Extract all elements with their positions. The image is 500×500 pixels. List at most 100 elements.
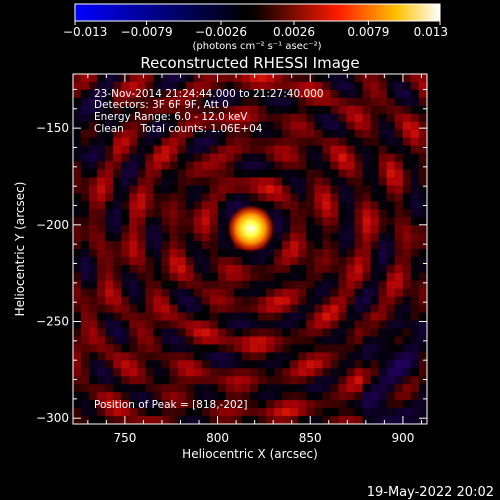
heatmap-cell xyxy=(169,416,179,424)
heatmap-cell xyxy=(402,121,412,131)
heatmap-cell xyxy=(113,129,122,139)
heatmap-cell xyxy=(137,249,147,258)
heatmap-cell xyxy=(378,344,388,354)
heatmap-cell xyxy=(314,376,324,385)
heatmap-cell xyxy=(193,177,203,186)
heatmap-cell xyxy=(89,97,98,107)
heatmap-cell xyxy=(402,105,412,115)
heatmap-cell xyxy=(89,169,98,179)
heatmap-cell xyxy=(418,296,427,306)
heatmap-cell xyxy=(169,249,179,258)
heatmap-cell xyxy=(161,408,171,417)
heatmap-cell xyxy=(418,288,427,298)
heatmap-cell xyxy=(137,113,147,123)
heatmap-cell xyxy=(97,408,106,417)
heatmap-cell xyxy=(145,368,155,377)
heatmap-cell xyxy=(97,336,106,346)
heatmap-cell xyxy=(290,209,299,218)
heatmap-cell xyxy=(274,352,283,361)
heatmap-cell xyxy=(330,233,340,242)
heatmap-cell xyxy=(81,296,90,306)
heatmap-cell xyxy=(338,344,348,354)
heatmap-cell xyxy=(121,153,130,163)
heatmap-cell xyxy=(169,280,179,290)
heatmap-cell xyxy=(378,89,388,99)
heatmap-cell xyxy=(193,209,203,218)
heatmap-cell xyxy=(410,89,420,99)
heatmap-cell xyxy=(394,400,404,409)
heatmap-cell xyxy=(394,81,404,91)
heatmap-cell xyxy=(410,145,420,155)
heatmap-cell xyxy=(185,113,195,123)
heatmap-cell xyxy=(378,121,388,131)
heatmap-cell xyxy=(177,209,187,218)
heatmap-cell xyxy=(370,280,380,290)
heatmap-cell xyxy=(177,368,187,377)
heatmap-cell xyxy=(137,225,147,234)
heatmap-cell xyxy=(338,97,348,107)
heatmap-cell xyxy=(209,193,219,202)
heatmap-cell xyxy=(105,352,114,361)
heatmap-cell xyxy=(330,225,340,234)
heatmap-cell xyxy=(217,384,227,393)
colorbar-tick-label: −0.0079 xyxy=(121,25,173,39)
heatmap-cell xyxy=(73,97,82,107)
heatmap-cell xyxy=(346,408,356,417)
heatmap-cell xyxy=(185,185,195,194)
heatmap-cell xyxy=(306,328,315,338)
heatmap-cell xyxy=(282,384,291,393)
heatmap-cell xyxy=(105,209,114,218)
heatmap-cell xyxy=(394,256,404,266)
heatmap-cell xyxy=(145,249,155,258)
heatmap-cell xyxy=(298,74,307,83)
heatmap-cell xyxy=(394,217,404,226)
heatmap-cell xyxy=(233,368,243,377)
heatmap-cell xyxy=(201,416,211,424)
heatmap-cell xyxy=(121,249,130,258)
heatmap-cell xyxy=(177,161,187,171)
heatmap-cell xyxy=(418,209,427,218)
heatmap-cell xyxy=(378,225,388,234)
heatmap-cell xyxy=(330,336,340,346)
heatmap-cell xyxy=(322,384,332,393)
heatmap-cell xyxy=(386,392,396,401)
heatmap-cell xyxy=(201,328,211,338)
heatmap-cell xyxy=(290,145,299,155)
heatmap-cell xyxy=(129,249,138,258)
heatmap-cell xyxy=(185,288,195,298)
heatmap-cell xyxy=(370,177,380,186)
heatmap-cell xyxy=(225,280,235,290)
heatmap-cell xyxy=(394,376,404,385)
heatmap-cell xyxy=(410,384,420,393)
heatmap-cell xyxy=(225,392,235,401)
heatmap-cell xyxy=(217,185,227,194)
heatmap-cell xyxy=(97,392,106,401)
heatmap-cell xyxy=(362,312,372,322)
heatmap-cell xyxy=(258,89,267,99)
heatmap-cell xyxy=(250,145,259,155)
heatmap-cell xyxy=(298,392,307,401)
heatmap-cell xyxy=(209,408,219,417)
heatmap-cell xyxy=(121,169,130,179)
heatmap-cell xyxy=(73,113,82,123)
heatmap-cell xyxy=(258,129,267,139)
heatmap-cell xyxy=(378,312,388,322)
heatmap-cell xyxy=(394,384,404,393)
heatmap-cell xyxy=(394,336,404,346)
heatmap-cell xyxy=(121,304,130,314)
heatmap-cell xyxy=(386,81,396,91)
heatmap-cell xyxy=(169,105,179,115)
heatmap-cell xyxy=(314,145,324,155)
heatmap-cell xyxy=(338,352,348,361)
heatmap-cell xyxy=(121,408,130,417)
heatmap-cell xyxy=(193,161,203,171)
heatmap-cell xyxy=(338,129,348,139)
heatmap-cell xyxy=(290,185,299,194)
heatmap-cell xyxy=(193,129,203,139)
heatmap-cell xyxy=(346,153,356,163)
heatmap-cell xyxy=(370,105,380,115)
heatmap-cell xyxy=(314,129,324,139)
heatmap-cell xyxy=(177,89,187,99)
heatmap-cell xyxy=(418,201,427,210)
heatmap-cell xyxy=(266,209,275,218)
